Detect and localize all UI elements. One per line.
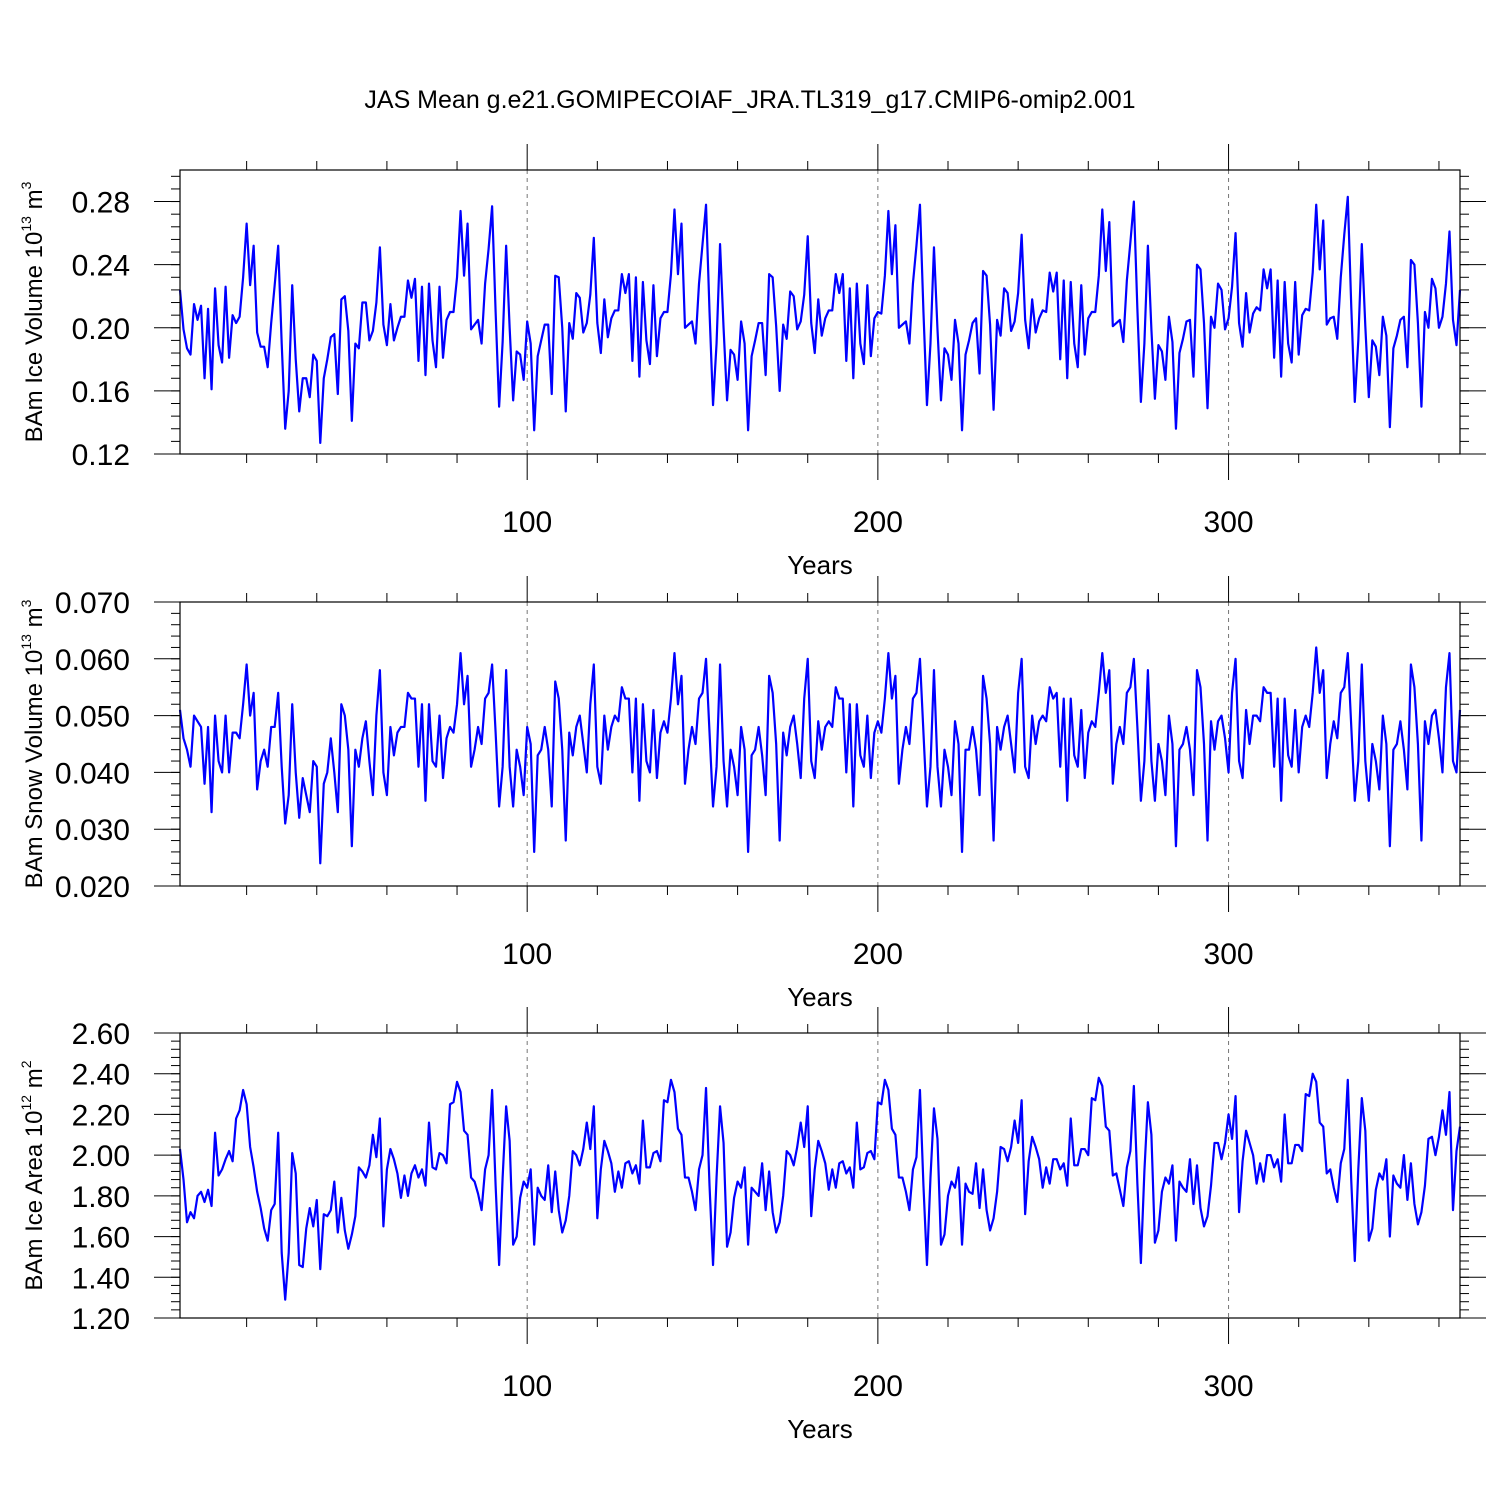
y-axis-label: BAm Ice Volume 1013 m3: [18, 181, 48, 442]
series-line: [178, 195, 1462, 445]
x-tick-label: 200: [853, 1370, 903, 1403]
x-axis-label: Years: [787, 550, 853, 580]
x-tick-label: 100: [502, 1370, 552, 1403]
y-axis-label-text: BAm Ice Area 10: [21, 1110, 48, 1290]
x-tick-label: 300: [1204, 1370, 1254, 1403]
chart-panel-3: 100 200 300 1.20 1.40 1.60 1.80 2.00 2.20 2.40 2.6…: [18, 1007, 1486, 1444]
x-tick-label: 300: [1204, 506, 1254, 539]
y-axis-label-exponent: 13: [18, 634, 34, 650]
series-line: [178, 1072, 1462, 1301]
panels: 100 200 300 0.12 0.16 0.20 0.24 0.28 Years BAm Ic…: [18, 144, 1486, 1444]
y-tick-label: 0.28: [72, 187, 130, 220]
x-axis-label: Years: [787, 1414, 853, 1444]
y-tick-label: 1.40: [72, 1262, 130, 1295]
chart-panel-1: 100 200 300 0.12 0.16 0.20 0.24 0.28 Years BAm Ic…: [18, 144, 1486, 580]
y-axis-label-unit: m: [21, 1068, 48, 1095]
y-tick-label: 0.24: [72, 250, 130, 283]
y-axis-label-unit-exponent: 2: [18, 1060, 34, 1068]
plot-frame: [179, 1032, 1461, 1319]
y-axis-label-exponent: 12: [18, 1095, 34, 1111]
y-tick-label: 1.60: [72, 1222, 130, 1255]
y-tick-label: 2.40: [72, 1059, 130, 1092]
y-tick-label: 1.20: [72, 1303, 130, 1336]
y-axis-label-unit-exponent: 3: [18, 181, 34, 189]
plot-frame: [179, 169, 1461, 455]
y-tick-label: 0.030: [55, 814, 130, 847]
x-tick-label: 200: [853, 938, 903, 971]
chart-panel-2: 100 200 300 0.020 0.030 0.040 0.050 0.060 0.070 Y…: [18, 576, 1486, 1012]
y-axis-label-text: BAm Ice Volume 10: [21, 232, 48, 443]
y-tick-label: 0.060: [55, 644, 130, 677]
x-tick-label: 100: [502, 938, 552, 971]
y-tick-label: 0.020: [55, 871, 130, 904]
y-tick-label: 2.20: [72, 1099, 130, 1132]
y-tick-label: 0.20: [72, 313, 130, 346]
y-tick-label: 2.60: [72, 1018, 130, 1051]
y-axis-label-exponent: 13: [18, 216, 34, 232]
series-line: [178, 646, 1462, 865]
y-tick-label: 0.12: [72, 439, 130, 472]
y-axis-label-unit: m: [21, 189, 48, 216]
y-tick-label: 1.80: [72, 1181, 130, 1214]
y-axis-label-text: BAm Snow Volume 10: [21, 650, 48, 889]
x-axis-label: Years: [787, 982, 853, 1012]
y-axis-label-unit-exponent: 3: [18, 599, 34, 607]
y-axis-label: BAm Snow Volume 1013 m3: [18, 599, 48, 888]
y-axis-label: BAm Ice Area 1012 m2: [18, 1060, 48, 1290]
x-tick-label: 200: [853, 506, 903, 539]
y-tick-label: 0.040: [55, 757, 130, 790]
plot-frame: [179, 601, 1461, 887]
figure-title: JAS Mean g.e21.GOMIPECOIAF_JRA.TL319_g17…: [364, 86, 1135, 114]
y-tick-label: 2.00: [72, 1140, 130, 1173]
y-tick-label: 0.050: [55, 701, 130, 734]
y-tick-label: 0.070: [55, 587, 130, 620]
x-tick-label: 100: [502, 506, 552, 539]
x-tick-label: 300: [1204, 938, 1254, 971]
y-tick-label: 0.16: [72, 376, 130, 409]
y-axis-label-unit: m: [21, 607, 48, 634]
